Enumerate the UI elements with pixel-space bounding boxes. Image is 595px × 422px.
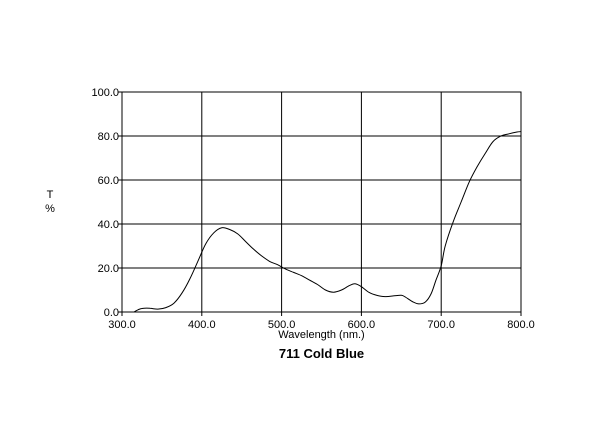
- y-tick-label: 100.0: [91, 87, 119, 99]
- x-axis-label: Wavelength (nm.): [278, 329, 364, 341]
- y-axis-ticks: 0.0 20.0 40.0 60.0 80.0 100.0: [91, 87, 122, 319]
- x-tick-label: 600.0: [348, 319, 376, 331]
- x-tick-label: 400.0: [188, 319, 216, 331]
- chart-title: 711 Cold Blue: [279, 346, 364, 361]
- x-tick-label: 500.0: [268, 319, 296, 331]
- x-tick-label: 700.0: [427, 319, 455, 331]
- y-tick-label: 0.0: [104, 307, 119, 319]
- transmission-curve: [133, 131, 522, 313]
- y-tick-label: 60.0: [98, 175, 119, 187]
- x-axis-ticks: 300.0 400.0 500.0 600.0 700.0 800.0: [108, 312, 535, 331]
- y-tick-label: 20.0: [98, 263, 119, 275]
- x-tick-label: 800.0: [507, 319, 535, 331]
- y-axis-label-percent: %: [45, 203, 55, 215]
- y-axis-label-t: T: [47, 189, 54, 201]
- y-tick-label: 80.0: [98, 131, 119, 143]
- y-tick-label: 40.0: [98, 219, 119, 231]
- plot-area: [121, 91, 522, 313]
- x-tick-label: 300.0: [108, 319, 136, 331]
